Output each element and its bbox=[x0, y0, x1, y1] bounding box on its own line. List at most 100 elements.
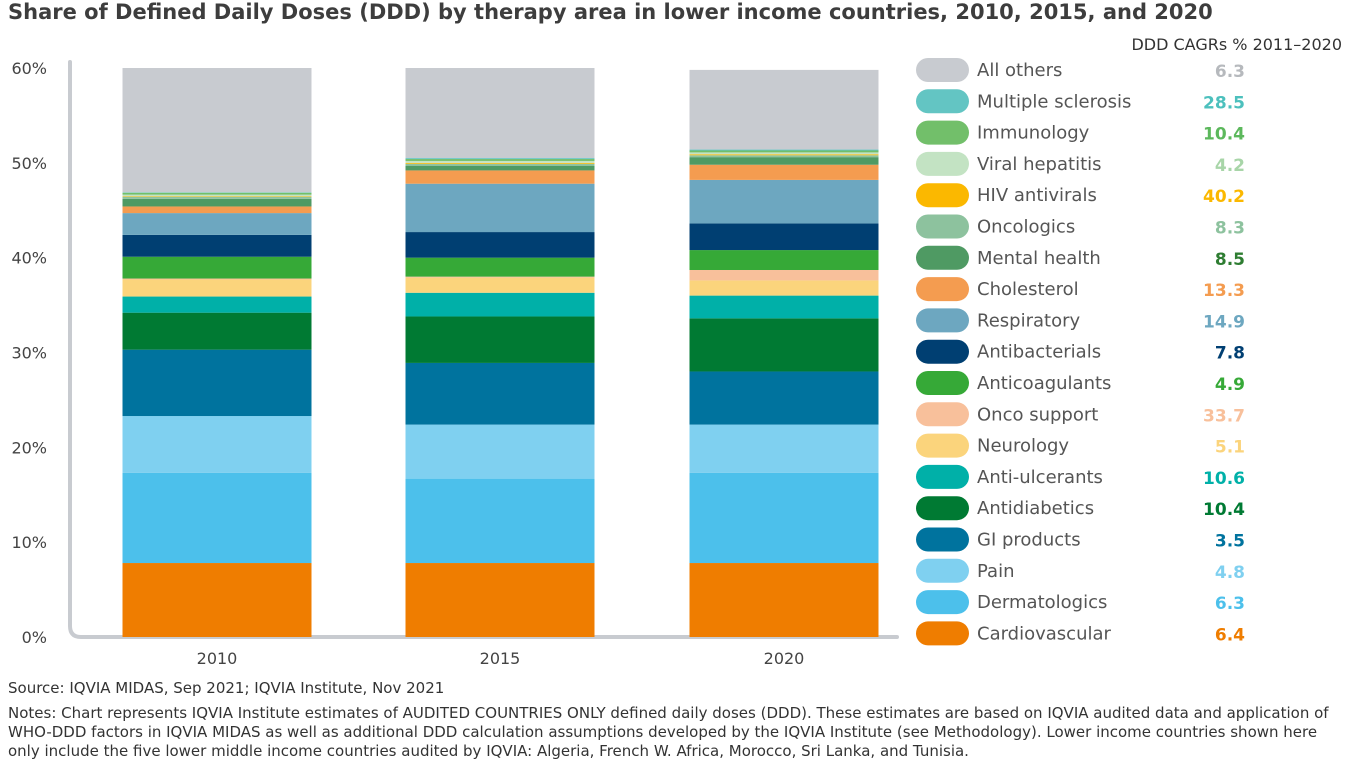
legend-swatch bbox=[916, 58, 969, 82]
bar-segment bbox=[122, 206, 312, 214]
legend-label: Multiple sclerosis bbox=[977, 91, 1131, 112]
bar-segment bbox=[689, 424, 879, 473]
bar-segment bbox=[405, 316, 595, 363]
legend-label: Anti-ulcerants bbox=[977, 467, 1103, 488]
legend-label: Cholesterol bbox=[977, 279, 1079, 300]
bar-segment bbox=[405, 292, 595, 317]
legend-swatch bbox=[916, 371, 969, 395]
legend-label: Immunology bbox=[977, 123, 1090, 144]
bar-segment bbox=[405, 277, 595, 293]
legend-swatch bbox=[916, 89, 969, 114]
bar-segment bbox=[122, 563, 312, 637]
bar-segment bbox=[689, 280, 879, 296]
x-tick-label: 2010 bbox=[197, 649, 238, 668]
cagr-column-header: DDD CAGRs % 2011–2020 bbox=[1131, 35, 1342, 54]
legend-swatch bbox=[916, 558, 969, 583]
bar-segment bbox=[689, 150, 879, 153]
legend-label: Onco support bbox=[977, 404, 1098, 425]
bar-segment bbox=[689, 179, 879, 224]
bar-segment bbox=[122, 349, 312, 417]
legend-swatch bbox=[916, 496, 969, 521]
chart-title: Share of Defined Daily Doses (DDD) by th… bbox=[8, 0, 1213, 24]
bar-segment bbox=[689, 269, 879, 281]
legend-label: All others bbox=[977, 60, 1062, 81]
bar-segment bbox=[405, 170, 595, 184]
bar-segment bbox=[122, 198, 312, 207]
legend-swatch bbox=[916, 308, 969, 333]
bar-segment bbox=[122, 213, 312, 235]
legend-cagr-value: 40.2 bbox=[1203, 187, 1245, 207]
legend-swatch bbox=[916, 527, 969, 552]
legend-swatch bbox=[916, 339, 969, 364]
legend-label: Antidiabetics bbox=[977, 498, 1094, 519]
bar-segment bbox=[689, 69, 879, 150]
legend-cagr-value: 10.4 bbox=[1203, 125, 1245, 145]
bar-segment bbox=[689, 250, 879, 270]
bar-segment bbox=[405, 162, 595, 164]
bar-segment bbox=[689, 154, 879, 156]
legend-cagr-value: 5.1 bbox=[1215, 438, 1245, 458]
bar-segment bbox=[122, 68, 312, 193]
legend-cagr-value: 4.8 bbox=[1215, 563, 1245, 583]
legend-cagr-value: 13.3 bbox=[1203, 281, 1245, 301]
bar-segment bbox=[122, 196, 312, 199]
y-tick-label: 40% bbox=[11, 249, 47, 268]
methodology-notes: Notes: Chart represents IQVIA Institute … bbox=[8, 704, 1329, 760]
legend-swatch bbox=[916, 590, 969, 615]
bar-segment bbox=[122, 194, 312, 197]
legend-label: GI products bbox=[977, 530, 1081, 551]
x-tick-label: 2020 bbox=[764, 649, 805, 668]
legend-swatch bbox=[916, 433, 969, 458]
legend-cagr-value: 14.9 bbox=[1203, 312, 1245, 332]
bar-segment bbox=[405, 158, 595, 160]
y-tick-label: 10% bbox=[11, 533, 47, 552]
legend-swatch bbox=[916, 214, 969, 239]
bar-segment bbox=[405, 183, 595, 233]
bar-segment bbox=[122, 192, 312, 195]
bar-segment bbox=[122, 278, 312, 280]
legend-label: Neurology bbox=[977, 436, 1069, 457]
bar-segment bbox=[122, 472, 312, 564]
legend-cagr-value: 7.8 bbox=[1215, 344, 1245, 364]
bar-segment bbox=[689, 472, 879, 564]
legend-cagr-value: 33.7 bbox=[1203, 406, 1245, 426]
legend-cagr-value: 10.4 bbox=[1203, 500, 1245, 520]
bar-segment bbox=[689, 223, 879, 251]
bar-segment bbox=[689, 318, 879, 372]
bar-segment bbox=[405, 276, 595, 278]
legend-swatch bbox=[916, 151, 969, 176]
legend-cagr-value: 6.4 bbox=[1215, 625, 1245, 645]
legend-label: Viral hepatitis bbox=[977, 154, 1102, 175]
y-tick-label: 20% bbox=[11, 438, 47, 457]
bar-segment bbox=[405, 424, 595, 479]
source-note: Source: IQVIA MIDAS, Sep 2021; IQVIA Ins… bbox=[8, 679, 445, 697]
bar-segment bbox=[689, 152, 879, 155]
legend-swatch bbox=[916, 183, 969, 208]
bar-segment bbox=[689, 164, 879, 180]
bar-segment bbox=[405, 165, 595, 171]
bar-segment bbox=[122, 416, 312, 473]
legend-cagr-value: 4.2 bbox=[1215, 156, 1245, 176]
legend-label: Anticoagulants bbox=[977, 373, 1111, 394]
legend-label: Antibacterials bbox=[977, 342, 1101, 363]
bar-segment bbox=[405, 160, 595, 163]
bar-segment bbox=[405, 478, 595, 564]
y-tick-label: 30% bbox=[11, 344, 47, 363]
legend-cagr-value: 28.5 bbox=[1203, 93, 1245, 113]
bar-segment bbox=[405, 257, 595, 277]
bar-segment bbox=[405, 163, 595, 166]
bar-segment bbox=[405, 159, 595, 161]
bar-segment bbox=[122, 256, 312, 279]
legend-cagr-value: 10.6 bbox=[1203, 469, 1245, 489]
legend-swatch bbox=[916, 245, 969, 270]
legend-cagr-value: 3.5 bbox=[1215, 532, 1245, 552]
bar-segment bbox=[405, 68, 595, 159]
legend-swatch bbox=[916, 621, 969, 646]
legend-label: Dermatologics bbox=[977, 592, 1107, 613]
legend-cagr-value: 6.3 bbox=[1215, 62, 1245, 82]
legend-cagr-value: 8.5 bbox=[1215, 250, 1245, 270]
bar-segment bbox=[689, 155, 879, 158]
bar-segment bbox=[689, 157, 879, 165]
stacked-bar-chart: 0% 10% 20% 30% 40% 50% 60% 2010 2015 2020 All othe… bbox=[11, 58, 1245, 668]
legend-cagr-value: 8.3 bbox=[1215, 219, 1245, 239]
